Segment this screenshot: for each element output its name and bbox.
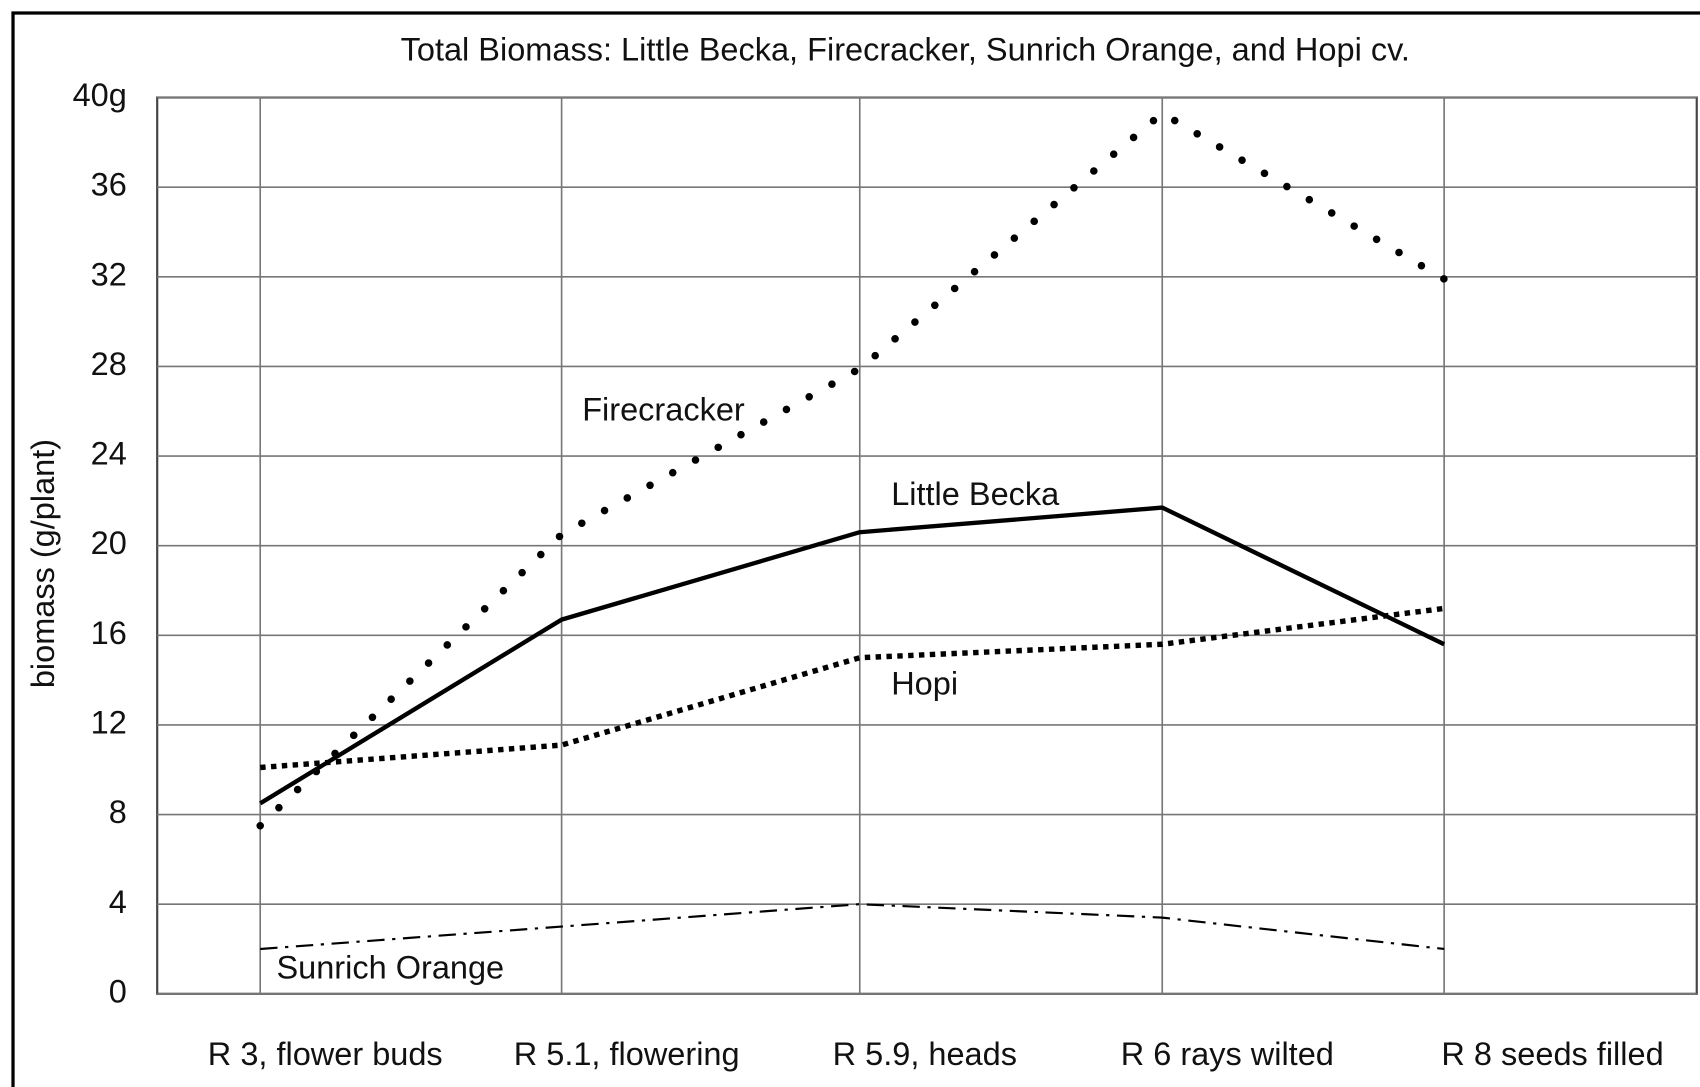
series-line [256, 109, 1448, 830]
series-line [260, 903, 1445, 951]
x-tick-label: R 6 rays wilted [1121, 1036, 1334, 1072]
series-label: Sunrich Orange [276, 950, 504, 986]
y-tick-label: 40g [73, 77, 127, 113]
series-label: Hopi [891, 666, 958, 702]
series-line [259, 505, 1446, 806]
y-tick-label: 36 [91, 167, 127, 203]
y-tick-label: 28 [91, 346, 127, 382]
x-tick-label: R 8 seeds filled [1441, 1036, 1663, 1072]
y-tick-label: 24 [91, 436, 127, 472]
series-label: Firecracker [582, 391, 745, 427]
y-tick-label: 8 [109, 794, 127, 830]
x-tick-label: R 5.1, flowering [514, 1036, 740, 1072]
series-line [260, 605, 1445, 771]
x-tick-label: R 5.9, heads [833, 1036, 1017, 1072]
series-label: Little Becka [891, 476, 1060, 512]
y-tick-label: 4 [109, 884, 127, 920]
chart-title: Total Biomass: Little Becka, Firecracker… [401, 32, 1410, 68]
frame [11, 11, 1700, 1087]
y-tick-label: 0 [109, 973, 127, 1009]
y-tick-label: 16 [91, 615, 127, 651]
x-tick-label: R 3, flower buds [208, 1036, 443, 1072]
y-tick-label: 20 [91, 525, 127, 561]
y-axis-label: biomass (g/plant) [25, 439, 61, 688]
y-tick-label: 32 [91, 256, 127, 292]
y-tick-label: 12 [91, 705, 127, 741]
